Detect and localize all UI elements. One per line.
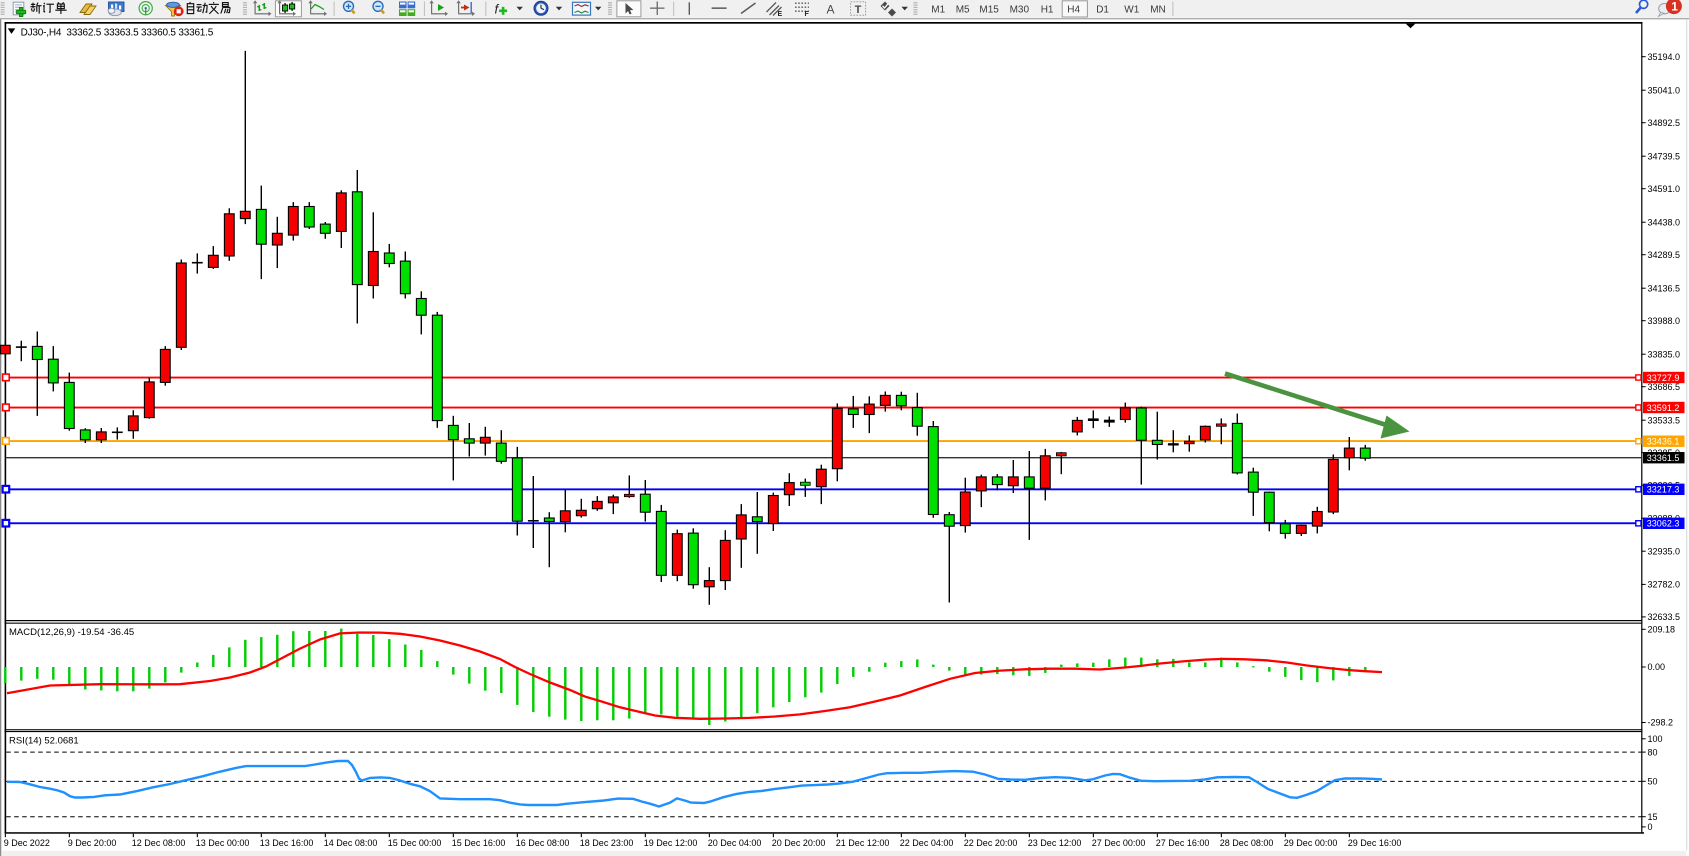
svg-text:9 Dec 2022: 9 Dec 2022	[4, 838, 50, 848]
svg-text:H1: H1	[1041, 5, 1054, 16]
svg-text:33835.0: 33835.0	[1648, 349, 1681, 359]
svg-text:209.18: 209.18	[1648, 625, 1676, 635]
svg-text:22 Dec 20:00: 22 Dec 20:00	[964, 838, 1018, 848]
svg-text:21 Dec 12:00: 21 Dec 12:00	[836, 838, 890, 848]
svg-text:T: T	[855, 4, 862, 16]
svg-text:33988.0: 33988.0	[1648, 316, 1681, 326]
svg-text:33591.2: 33591.2	[1647, 403, 1680, 413]
svg-text:15: 15	[1648, 812, 1658, 822]
svg-text:20 Dec 04:00: 20 Dec 04:00	[708, 838, 762, 848]
svg-text:33686.5: 33686.5	[1648, 382, 1681, 392]
svg-text:MACD(12,26,9) -19.54 -36.45: MACD(12,26,9) -19.54 -36.45	[9, 627, 134, 638]
svg-text:19 Dec 12:00: 19 Dec 12:00	[644, 838, 698, 848]
svg-text:33062.3: 33062.3	[1647, 519, 1680, 529]
svg-text:34892.5: 34892.5	[1648, 118, 1681, 128]
svg-text:34289.5: 34289.5	[1648, 250, 1681, 260]
svg-text:20 Dec 20:00: 20 Dec 20:00	[772, 838, 826, 848]
svg-text:33217.3: 33217.3	[1647, 485, 1680, 495]
svg-text:34591.0: 34591.0	[1648, 184, 1681, 194]
svg-text:E: E	[778, 11, 783, 18]
svg-text:27 Dec 00:00: 27 Dec 00:00	[1092, 838, 1146, 848]
svg-text:13 Dec 16:00: 13 Dec 16:00	[260, 838, 314, 848]
svg-text:0.00: 0.00	[1648, 662, 1666, 672]
svg-text:33361.5: 33361.5	[1647, 453, 1680, 463]
svg-text:80: 80	[1648, 747, 1658, 757]
svg-text:29 Dec 00:00: 29 Dec 00:00	[1284, 838, 1338, 848]
svg-text:12 Dec 08:00: 12 Dec 08:00	[132, 838, 186, 848]
svg-text:35041.0: 35041.0	[1648, 85, 1681, 95]
svg-text:15 Dec 16:00: 15 Dec 16:00	[452, 838, 506, 848]
svg-text:27 Dec 16:00: 27 Dec 16:00	[1156, 838, 1210, 848]
svg-text:M30: M30	[1010, 5, 1030, 16]
svg-text:RSI(14) 52.0681: RSI(14) 52.0681	[9, 735, 79, 746]
svg-text:32782.0: 32782.0	[1648, 580, 1681, 590]
svg-text:29 Dec 16:00: 29 Dec 16:00	[1348, 838, 1402, 848]
svg-text:23 Dec 12:00: 23 Dec 12:00	[1028, 838, 1082, 848]
svg-text:14 Dec 08:00: 14 Dec 08:00	[324, 838, 378, 848]
svg-text:1: 1	[1671, 0, 1678, 13]
svg-text:35194.0: 35194.0	[1648, 52, 1681, 62]
svg-text:33533.5: 33533.5	[1648, 415, 1681, 425]
svg-text:34739.5: 34739.5	[1648, 151, 1681, 161]
svg-text:18 Dec 23:00: 18 Dec 23:00	[580, 838, 634, 848]
svg-text:M5: M5	[956, 5, 970, 16]
svg-text:M1: M1	[931, 5, 945, 16]
svg-text:15 Dec 00:00: 15 Dec 00:00	[388, 838, 442, 848]
svg-text:32935.0: 32935.0	[1648, 546, 1681, 556]
svg-text:28 Dec 08:00: 28 Dec 08:00	[1220, 838, 1274, 848]
svg-text:13 Dec 00:00: 13 Dec 00:00	[196, 838, 250, 848]
svg-text:-298.2: -298.2	[1648, 718, 1674, 728]
svg-text:33727.9: 33727.9	[1647, 373, 1680, 383]
svg-text:MN: MN	[1150, 5, 1166, 16]
svg-text:100: 100	[1648, 734, 1663, 744]
svg-text:W1: W1	[1124, 5, 1139, 16]
svg-text:22 Dec 04:00: 22 Dec 04:00	[900, 838, 954, 848]
svg-text:9 Dec 20:00: 9 Dec 20:00	[68, 838, 117, 848]
svg-text:D1: D1	[1096, 5, 1109, 16]
svg-text:M15: M15	[979, 5, 999, 16]
svg-text:DJ30-,H4 33362.5 33363.5 3336: DJ30-,H4 33362.5 33363.5 33360.5 33361.5	[21, 27, 214, 38]
svg-text:34136.5: 34136.5	[1648, 283, 1681, 293]
svg-text:34438.0: 34438.0	[1648, 217, 1681, 227]
svg-text:F: F	[805, 11, 810, 18]
svg-text:32633.5: 32633.5	[1648, 612, 1681, 622]
svg-text:A: A	[827, 2, 835, 16]
svg-text:0: 0	[1648, 822, 1653, 832]
svg-text:f: f	[495, 2, 500, 17]
svg-text:50: 50	[1648, 777, 1658, 787]
svg-text:16 Dec 08:00: 16 Dec 08:00	[516, 838, 570, 848]
svg-text:H4: H4	[1067, 5, 1080, 16]
svg-text:33436.1: 33436.1	[1647, 437, 1680, 447]
